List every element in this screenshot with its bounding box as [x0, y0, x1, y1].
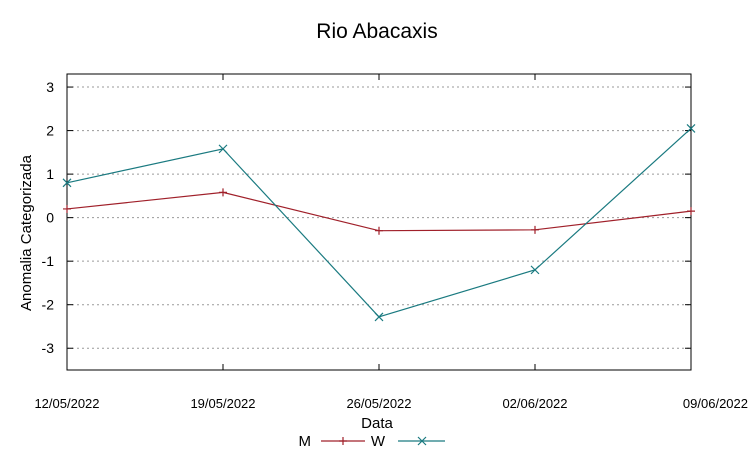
- legend-label-m: M: [299, 433, 312, 450]
- y-tick-label: 2: [46, 123, 54, 139]
- y-tick-label: 1: [46, 166, 54, 182]
- x-axis-label: Data: [361, 415, 393, 432]
- x-axis-ticks: 12/05/2022 19/05/2022 26/05/2022 02/06/2022…: [34, 74, 748, 411]
- data-point-w: [686, 123, 696, 133]
- data-point-m: [687, 207, 695, 216]
- y-tick-label: 0: [46, 210, 54, 226]
- grid-lines: [67, 86, 691, 349]
- data-point-m: [375, 226, 383, 235]
- x-tick-label: 02/06/2022: [502, 396, 567, 411]
- chart-title: Rio Abacaxis: [316, 20, 437, 43]
- y-axis-ticks: 3 2 1 0 -1 -2 -3: [42, 79, 691, 356]
- series-line-m: [66, 191, 692, 232]
- data-point-w: [530, 265, 540, 275]
- y-tick-label: 3: [46, 79, 54, 95]
- legend-label-w: W: [371, 433, 386, 450]
- data-point-w: [62, 178, 72, 188]
- x-tick-label: 12/05/2022: [34, 396, 99, 411]
- x-tick-label: 09/06/2022: [683, 396, 748, 411]
- data-point-m: [63, 204, 71, 213]
- legend-marker-m: [339, 437, 347, 445]
- legend-marker-w: [417, 436, 427, 446]
- y-tick-label: -1: [42, 253, 55, 269]
- data-point-m: [219, 188, 227, 197]
- data-point-w: [374, 312, 384, 322]
- data-point-w: [218, 144, 228, 154]
- y-tick-label: -2: [42, 297, 55, 313]
- x-tick-label: 19/05/2022: [190, 396, 255, 411]
- y-axis-label: Anomalia Categorizada: [18, 154, 35, 311]
- x-tick-label: 26/05/2022: [346, 396, 411, 411]
- series-layer: [62, 123, 696, 322]
- y-tick-label: -3: [42, 340, 55, 356]
- data-point-m: [531, 225, 539, 234]
